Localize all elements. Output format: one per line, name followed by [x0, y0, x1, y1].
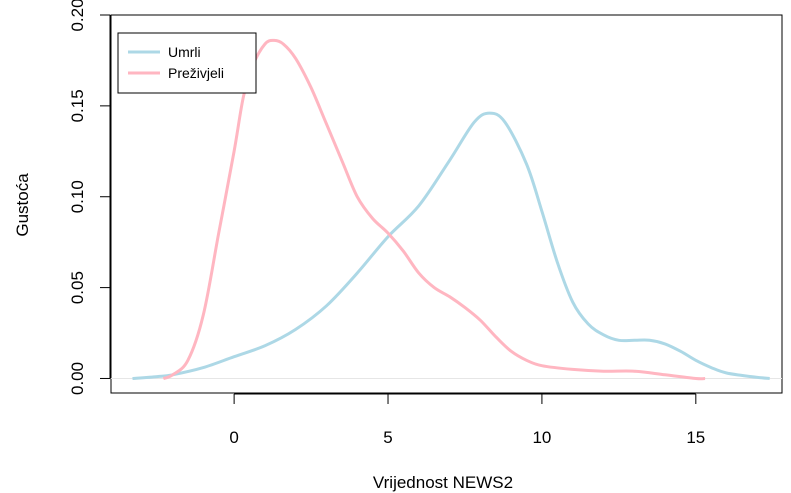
y-tick-label: 0.05 — [68, 271, 87, 304]
y-tick-label: 0.15 — [68, 89, 87, 122]
legend: Umrli Preživjeli — [117, 32, 257, 94]
plot-frame — [110, 14, 783, 394]
legend-label-1: Preživjeli — [168, 65, 224, 81]
y-tick-label: 0.10 — [68, 180, 87, 213]
x-tick-label: 10 — [532, 428, 551, 447]
y-axis: 0.00 0.05 0.10 0.15 0.20 — [68, 0, 111, 395]
series-layer — [132, 38, 770, 381]
x-axis: 0 5 10 15 — [229, 393, 705, 447]
legend-label-0: Umrli — [168, 44, 201, 60]
x-tick-label: 0 — [229, 428, 238, 447]
legend-box — [117, 32, 257, 94]
x-tick-label: 15 — [686, 428, 705, 447]
x-tick-label: 5 — [383, 428, 392, 447]
y-tick-label: 0.20 — [68, 0, 87, 32]
y-axis-title: Gustoća — [13, 173, 32, 237]
y-tick-label: 0.00 — [68, 362, 87, 395]
series-line-0 — [132, 111, 770, 380]
x-axis-title: Vrijednost NEWS2 — [373, 473, 513, 492]
series-line-1 — [162, 38, 706, 381]
